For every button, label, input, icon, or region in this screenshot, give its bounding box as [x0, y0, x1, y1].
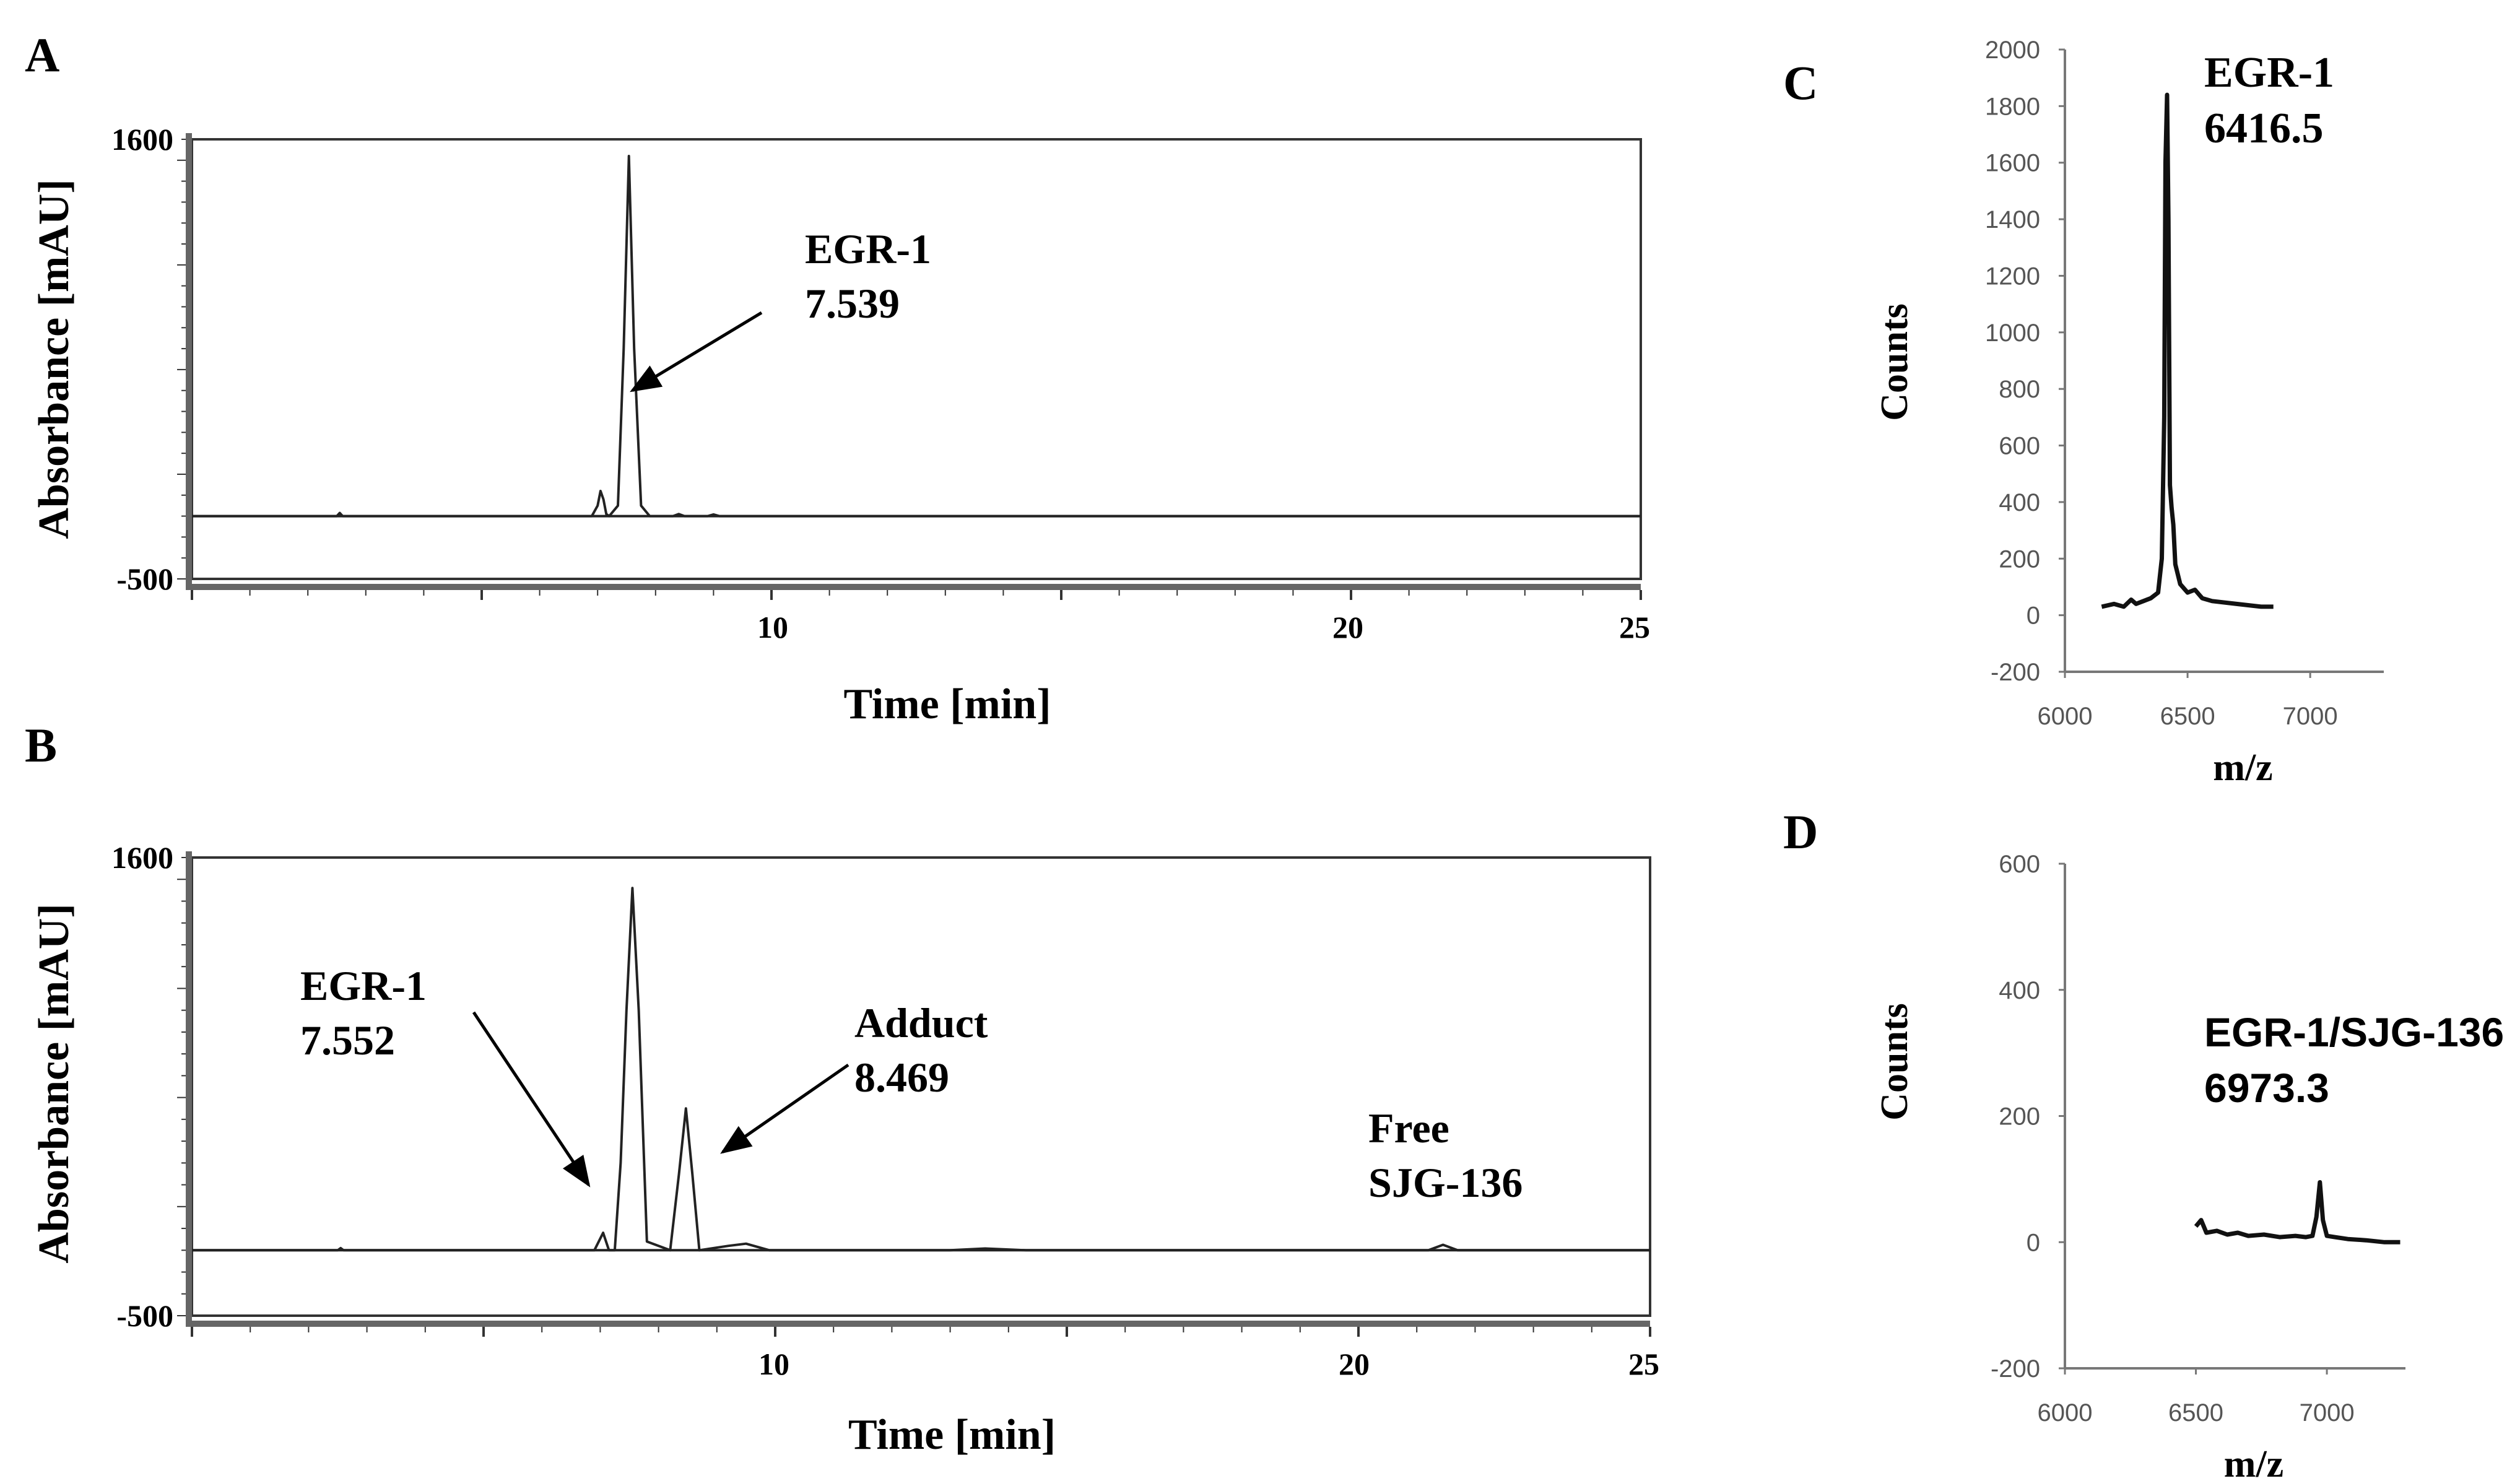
y-tick-label: -200 [1991, 1355, 2040, 1383]
chart-b: 10 20 25 1600 -500 Time [min] Absorbance [mAU]… [30, 840, 1659, 1459]
y-tick-label: 200 [1999, 545, 2040, 573]
y-tick-label: 400 [1999, 489, 2040, 516]
x-axis-title: Time [min] [843, 680, 1051, 728]
peak-label: Free [1368, 1105, 1449, 1152]
x-tick-label: 6500 [2168, 1399, 2223, 1427]
x-axis-title: m/z [2213, 747, 2272, 789]
y-tick-label: 1600 [1985, 150, 2040, 177]
peak-label: SJG-136 [1368, 1159, 1523, 1206]
panel-letter-d: D [1783, 805, 1818, 859]
y-tick-label: 600 [1999, 851, 2040, 878]
x-tick-label: 6000 [2038, 1399, 2093, 1427]
annotation-arrow [472, 1011, 591, 1188]
y-tick-label: 1000 [1985, 319, 2040, 347]
y-tick-label: 200 [1999, 1103, 2040, 1131]
y-tick-label: 600 [1999, 433, 2040, 460]
peak-label: EGR-1 [2204, 49, 2334, 97]
y-tick-label: 1400 [1985, 206, 2040, 233]
y-tick-label: 800 [1999, 376, 2040, 403]
y-tick-label: 2000 [1985, 37, 2040, 64]
panel-letter-a: A [25, 28, 59, 82]
spectrum-line-0 [2101, 92, 2274, 609]
y-tick-label: 1600 [111, 840, 173, 875]
x-axis-title: m/z [2224, 1443, 2283, 1481]
peak-label: 6973.3 [2204, 1065, 2329, 1111]
y-axis-bar [186, 133, 192, 585]
y-axis-bar [186, 851, 192, 1322]
panel-letter-b: B [25, 718, 57, 772]
x-axis-bar [186, 584, 1641, 590]
y-axis-title: Absorbance [mAU] [30, 179, 78, 539]
peak-label: 7.539 [805, 280, 900, 327]
y-tick-label: 1800 [1985, 93, 2040, 120]
x-tick-label: 25 [1619, 610, 1650, 645]
x-tick-label: 7000 [2283, 703, 2338, 730]
spectrum-line-0 [2194, 1180, 2401, 1244]
peak-label: 8.469 [854, 1054, 949, 1101]
peak-label: Adduct [854, 999, 988, 1046]
chart-a: 10 20 25 1600 -500 Time [min] Absorbance [mAU]… [30, 122, 1650, 728]
x-axis-bar [186, 1321, 1650, 1327]
x-tick-label: 10 [758, 1347, 789, 1381]
x-tick-label: 25 [1628, 1347, 1659, 1381]
plot-frame [191, 138, 1642, 580]
x-tick-label: 20 [1339, 1347, 1370, 1381]
x-axis-title: Time [min] [848, 1411, 1056, 1459]
x-tick-label: 10 [757, 610, 788, 645]
series-line-0 [192, 887, 1650, 1252]
peak-label: EGR-1/SJG-136 [2204, 1009, 2504, 1055]
peak-label: 7.552 [300, 1017, 395, 1064]
y-tick-label: 1200 [1985, 263, 2040, 290]
series-line-0 [192, 155, 1641, 518]
chart-d: 600 400 200 0 -200 6000 6500 7000 m/z Counts EGR-1… [1874, 851, 2504, 1481]
x-tick-label: 7000 [2300, 1399, 2355, 1427]
peak-label: 6416.5 [2204, 105, 2324, 152]
y-tick-label: 1600 [111, 122, 173, 157]
y-tick-label: -200 [1991, 659, 2040, 686]
y-axis-title: Counts [1874, 1003, 1916, 1121]
y-tick-label: 0 [2027, 1229, 2040, 1256]
x-tick-label: 6000 [2038, 703, 2093, 730]
panel-letter-c: C [1783, 56, 1818, 110]
x-tick-label: 6500 [2160, 703, 2215, 730]
x-tick-label: 20 [1332, 610, 1363, 645]
y-tick-label: -500 [116, 1298, 173, 1333]
y-tick-label: 400 [1999, 977, 2040, 1004]
annotation-arrow [630, 311, 763, 393]
annotation-arrow [720, 1063, 849, 1154]
peak-label: EGR-1 [805, 225, 931, 272]
peak-label: EGR-1 [300, 962, 427, 1009]
y-tick-label: -500 [116, 562, 173, 596]
chart-c: 2000180016001400120010008006004002000-20… [1874, 37, 2384, 789]
y-axis-title: Absorbance [mAU] [30, 903, 78, 1263]
y-axis-title: Counts [1874, 303, 1916, 421]
y-tick-label: 0 [2027, 602, 2040, 630]
